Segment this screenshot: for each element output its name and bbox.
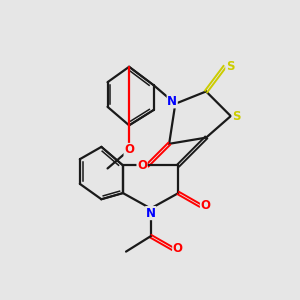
Text: S: S (232, 110, 241, 123)
Text: N: N (167, 95, 177, 108)
Text: O: O (200, 199, 211, 212)
Text: N: N (146, 207, 156, 220)
Text: O: O (124, 143, 134, 157)
Text: O: O (137, 159, 147, 172)
Text: S: S (226, 60, 234, 73)
Text: O: O (173, 242, 183, 255)
